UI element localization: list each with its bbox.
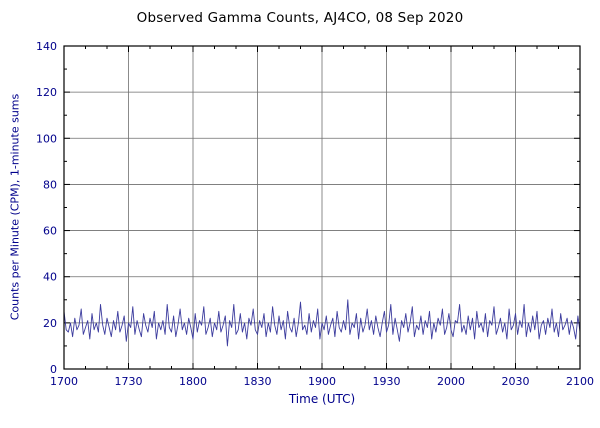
x-tick-label: 2100 — [566, 375, 594, 388]
y-tick-label: 20 — [43, 317, 57, 330]
x-tick-label: 1900 — [308, 375, 336, 388]
x-tick-label: 1930 — [373, 375, 401, 388]
x-tick-label: 1730 — [115, 375, 143, 388]
x-tick-label: 2000 — [437, 375, 465, 388]
x-tick-label: 2030 — [502, 375, 530, 388]
y-tick-label: 80 — [43, 178, 57, 191]
x-tick-label: 1700 — [50, 375, 78, 388]
y-tick-label: 40 — [43, 271, 57, 284]
chart-title: Observed Gamma Counts, AJ4CO, 08 Sep 202… — [136, 10, 464, 26]
tick-labels: 1700 1730 1800 1830 1900 1930 2000 2030 2100 0 20 4… — [36, 40, 594, 388]
y-tick-label: 60 — [43, 225, 57, 238]
y-tick-label: 140 — [36, 40, 57, 53]
y-tick-label: 0 — [50, 363, 57, 376]
plot-frame — [63, 45, 581, 370]
x-tick-label: 1830 — [244, 375, 272, 388]
y-tick-label: 120 — [36, 86, 57, 99]
series-line — [63, 299, 581, 347]
x-axis-label: Time (UTC) — [288, 392, 356, 406]
x-tick-label: 1800 — [179, 375, 207, 388]
y-tick-label: 100 — [36, 132, 57, 145]
grid-lines — [64, 46, 580, 369]
